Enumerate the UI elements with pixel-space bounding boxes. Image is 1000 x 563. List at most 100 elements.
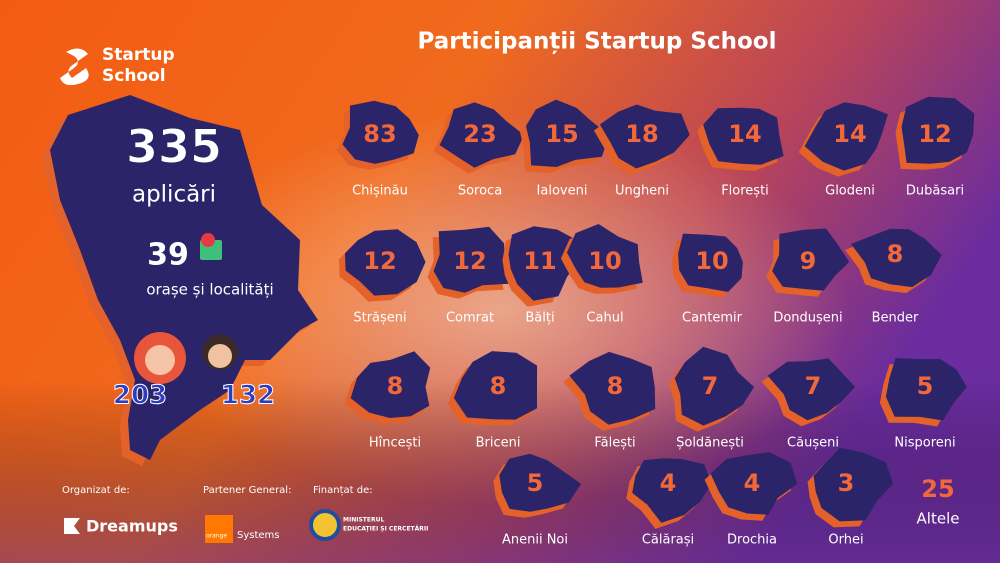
region-name: Comrat — [446, 311, 494, 326]
region-count: 3 — [838, 469, 855, 497]
region-count: 8 — [387, 372, 404, 400]
localities-label: orașe și localități — [146, 281, 273, 299]
region-shape — [710, 452, 798, 515]
region-name: Ungheni — [615, 184, 669, 199]
other-count: 25 — [921, 475, 954, 503]
organizer: Dreamups — [86, 517, 178, 536]
region-shape — [453, 351, 538, 420]
region-count: 4 — [744, 469, 761, 497]
footer-label: Organizat de: — [62, 485, 130, 496]
male-count: 132 — [221, 381, 275, 411]
region-shape — [885, 358, 967, 421]
other-label: Altele — [917, 510, 960, 528]
region-count: 14 — [833, 120, 866, 148]
region-shape — [345, 229, 426, 296]
orange-logo — [205, 515, 233, 543]
region-name: Briceni — [476, 436, 521, 451]
region-name: Nisporeni — [894, 436, 955, 451]
region-name: Ialoveni — [537, 184, 588, 199]
region-name: Strășeni — [353, 311, 406, 326]
ministry-emblem — [309, 509, 341, 541]
region-count: 7 — [805, 372, 822, 400]
region-shape — [813, 447, 894, 522]
region-name: Hîncești — [369, 436, 421, 451]
region-count: 18 — [625, 120, 658, 148]
region-count: 12 — [453, 247, 486, 275]
region-name: Călărași — [642, 533, 694, 548]
dreamups-icon — [64, 518, 80, 534]
brand-line: School — [102, 66, 166, 86]
applications-count: 335 — [126, 120, 222, 174]
female-face — [145, 345, 175, 375]
applications-label: aplicări — [132, 182, 216, 208]
region-shape — [703, 107, 784, 165]
region-count: 8 — [490, 372, 507, 400]
region-count: 10 — [588, 247, 621, 275]
region-count: 11 — [523, 247, 556, 275]
region-name: Bălți — [525, 311, 554, 326]
region-count: 9 — [800, 247, 817, 275]
logo-icon — [60, 48, 89, 86]
funder: MINISTERUL — [343, 517, 384, 524]
region-count: 5 — [917, 372, 934, 400]
region-count: 12 — [918, 120, 951, 148]
region-count: 8 — [607, 372, 624, 400]
region-shape — [350, 351, 431, 418]
region-name: Anenii Noi — [502, 533, 568, 548]
footer-label: Partener General: — [203, 485, 291, 496]
region-count: 83 — [363, 120, 396, 148]
region-name: Drochia — [727, 533, 777, 548]
male-face — [208, 344, 232, 368]
region-shape — [499, 453, 582, 512]
region-shape — [526, 99, 609, 167]
region-count: 5 — [527, 469, 544, 497]
title: Participanții Startup School — [418, 29, 777, 55]
region-count: 12 — [363, 247, 396, 275]
region-name: Șoldănești — [676, 436, 744, 451]
region-shape — [772, 228, 850, 291]
region-shape — [632, 458, 712, 523]
region-name: Dubăsari — [906, 184, 964, 199]
region-shape — [767, 358, 856, 421]
female-count: 203 — [113, 381, 167, 411]
region-count: 8 — [887, 240, 904, 268]
region-shape — [342, 100, 419, 164]
region-shape — [678, 233, 743, 292]
region-shape — [804, 102, 888, 171]
funder: EDUCAȚIEI ȘI CERCETĂRII — [343, 526, 428, 533]
localities-count: 39 — [147, 238, 189, 273]
region-count: 7 — [702, 372, 719, 400]
region-shape — [901, 96, 975, 164]
region-shape — [851, 228, 942, 288]
region-name: Glodeni — [825, 184, 875, 199]
region-shape — [508, 226, 579, 301]
partner-sub: Systems — [237, 530, 280, 541]
region-shape — [599, 104, 690, 169]
region-count: 10 — [695, 247, 728, 275]
region-name: Soroca — [458, 184, 502, 199]
region-shape — [674, 346, 755, 426]
region-name: Fălești — [594, 436, 635, 451]
region-count: 23 — [463, 120, 496, 148]
region-count: 14 — [728, 120, 761, 148]
region-shape — [569, 351, 656, 425]
partner: orange — [206, 533, 227, 540]
region-name: Dondușeni — [773, 311, 842, 326]
pin-icon — [201, 233, 215, 247]
region-count: 4 — [660, 469, 677, 497]
moldova-map — [50, 95, 318, 460]
region-count: 15 — [545, 120, 578, 148]
region-shape — [439, 102, 525, 168]
brand-line: Startup — [102, 45, 175, 65]
footer-label: Finanțat de: — [313, 485, 373, 496]
region-name: Chișinău — [352, 184, 408, 199]
region-name: Cantemir — [682, 311, 743, 326]
region-name: Căușeni — [787, 436, 839, 451]
region-name: Orhei — [828, 533, 863, 548]
region-name: Florești — [721, 184, 769, 199]
region-name: Bender — [872, 311, 919, 326]
region-shape — [566, 224, 643, 288]
region-name: Cahul — [586, 311, 623, 326]
